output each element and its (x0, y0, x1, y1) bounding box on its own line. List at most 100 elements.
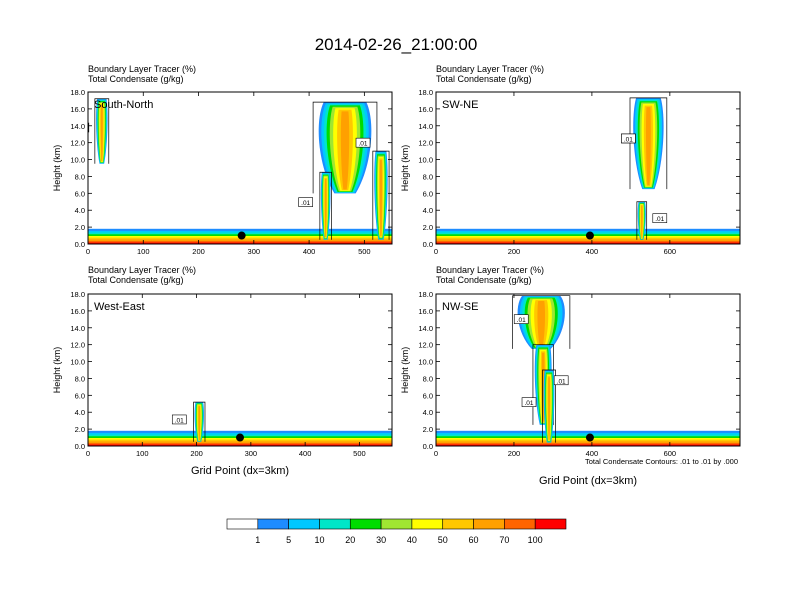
y-tick-label: 8.0 (423, 374, 433, 383)
x-tick-label: 200 (508, 449, 521, 458)
x-tick-label: 200 (192, 247, 205, 256)
y-tick-label: 4.0 (423, 408, 433, 417)
location-marker (236, 433, 244, 442)
plume-layer (548, 377, 550, 440)
condensate-contour (542, 369, 556, 443)
y-tick-label: 12.0 (70, 139, 85, 148)
x-tick-label: 400 (586, 247, 599, 256)
colorbar-swatch (411, 518, 444, 530)
y-tick-label: 14.0 (70, 324, 85, 333)
contour-label: .01 (298, 197, 313, 207)
panel-label: SW-NE (442, 99, 478, 111)
y-tick-label: 6.0 (75, 189, 85, 198)
contour-label: .01 (355, 137, 371, 148)
panel-subtitle-line2: Total Condensate (g/kg) (436, 74, 532, 84)
colorbar-swatch (319, 518, 351, 530)
plume (542, 369, 556, 443)
contour-label-text: .01 (557, 378, 566, 385)
y-axis-label: Height (km) (400, 145, 410, 192)
contour-label-box (621, 133, 636, 144)
x-tick-label: 400 (299, 449, 312, 458)
colorbar-swatch (504, 518, 536, 530)
plot-area: .01 .01 .01 (436, 294, 740, 446)
boundary-layer-band (88, 444, 392, 446)
plot-background (88, 294, 392, 446)
panel-subtitle-line1: Boundary Layer Tracer (%) (88, 64, 196, 74)
x-tick-label: 600 (664, 247, 677, 256)
y-tick-label: 14.0 (418, 122, 433, 131)
x-tick-label: 500 (353, 449, 366, 458)
x-axis-label: Grid Point (dx=3km) (539, 475, 637, 487)
y-tick-label: 10.0 (70, 156, 85, 165)
colorbar-label: 100 (528, 535, 543, 545)
colorbar-label: 50 (438, 535, 448, 545)
condensate-contour (312, 101, 378, 194)
colorbar-label: 60 (469, 535, 479, 545)
contour-label-text: .01 (655, 216, 664, 223)
colorbar-label: 20 (345, 535, 355, 545)
plume (319, 171, 332, 240)
plume-layer (324, 179, 327, 237)
panel-nw-se: .01 .01 .01 NW-SE 0.0 2.0 4.0 6.0 8.0 10.0 12.0 14.… (400, 290, 741, 458)
y-tick-label: 14.0 (70, 122, 85, 131)
contour-label-box (298, 197, 313, 207)
colorbar-label: 40 (407, 535, 417, 545)
location-marker (585, 231, 594, 240)
panel-header-west-east: Boundary Layer Tracer (%) Total Condensa… (88, 265, 196, 285)
y-tick-label: 18.0 (70, 290, 85, 299)
y-tick-label: 12.0 (70, 341, 85, 350)
y-tick-label: 2.0 (75, 223, 85, 232)
y-tick-label: 0.0 (423, 442, 433, 451)
panel-header-nw-se: Boundary Layer Tracer (%) Total Condensa… (436, 265, 544, 285)
contour-label: .01 (553, 375, 569, 385)
panel-subtitle-line2: Total Condensate (g/kg) (88, 74, 184, 84)
contour-label: .01 (621, 133, 636, 144)
page-title: 2014-02-26_21:00:00 (315, 35, 478, 54)
condensate-contour (94, 98, 110, 164)
y-tick-label: 6.0 (423, 391, 433, 400)
plume-layer (641, 205, 643, 239)
plume-layer (645, 107, 651, 186)
condensate-contour (319, 171, 332, 240)
plume (193, 401, 206, 442)
plume-layer (340, 111, 350, 190)
y-tick-label: 2.0 (423, 425, 433, 434)
contour-label-box (355, 137, 371, 148)
plot-frame (87, 91, 393, 245)
y-tick-label: 2.0 (75, 425, 85, 434)
plot-background (436, 92, 740, 244)
y-tick-label: 4.0 (423, 206, 433, 215)
contour-label: .01 (521, 397, 537, 407)
y-tick-label: 0.0 (75, 240, 85, 249)
plume (512, 295, 571, 349)
plume-layer (379, 160, 383, 237)
condensate-contour (512, 295, 571, 349)
y-tick-label: 16.0 (418, 105, 433, 114)
plot-frame (87, 293, 393, 447)
condensate-contour (629, 97, 668, 190)
y-tick-label: 8.0 (75, 374, 85, 383)
panel-subtitle-line2: Total Condensate (g/kg) (88, 275, 184, 285)
contour-label-box (652, 213, 668, 223)
colorbar-swatch (349, 518, 382, 530)
contour-label-box (513, 314, 529, 324)
panel-subtitle-line2: Total Condensate (g/kg) (436, 275, 532, 285)
y-tick-label: 10.0 (418, 358, 433, 367)
y-tick-label: 10.0 (418, 156, 433, 165)
plume (94, 98, 110, 164)
x-tick-label: 0 (86, 449, 90, 458)
location-marker (237, 231, 246, 240)
y-tick-label: 12.0 (418, 139, 433, 148)
colorbar-swatch (257, 518, 289, 530)
condensate-contour (193, 401, 206, 442)
y-axis-label: Height (km) (400, 347, 410, 394)
y-tick-label: 0.0 (423, 240, 433, 249)
y-tick-label: 10.0 (70, 358, 85, 367)
panel-subtitle-line1: Boundary Layer Tracer (%) (436, 64, 544, 74)
x-tick-label: 200 (508, 247, 521, 256)
y-tick-label: 0.0 (75, 442, 85, 451)
plume (372, 150, 390, 240)
colorbar-label: 10 (314, 535, 324, 545)
boundary-layer-band (436, 444, 740, 446)
boundary-layer-band (88, 242, 392, 244)
